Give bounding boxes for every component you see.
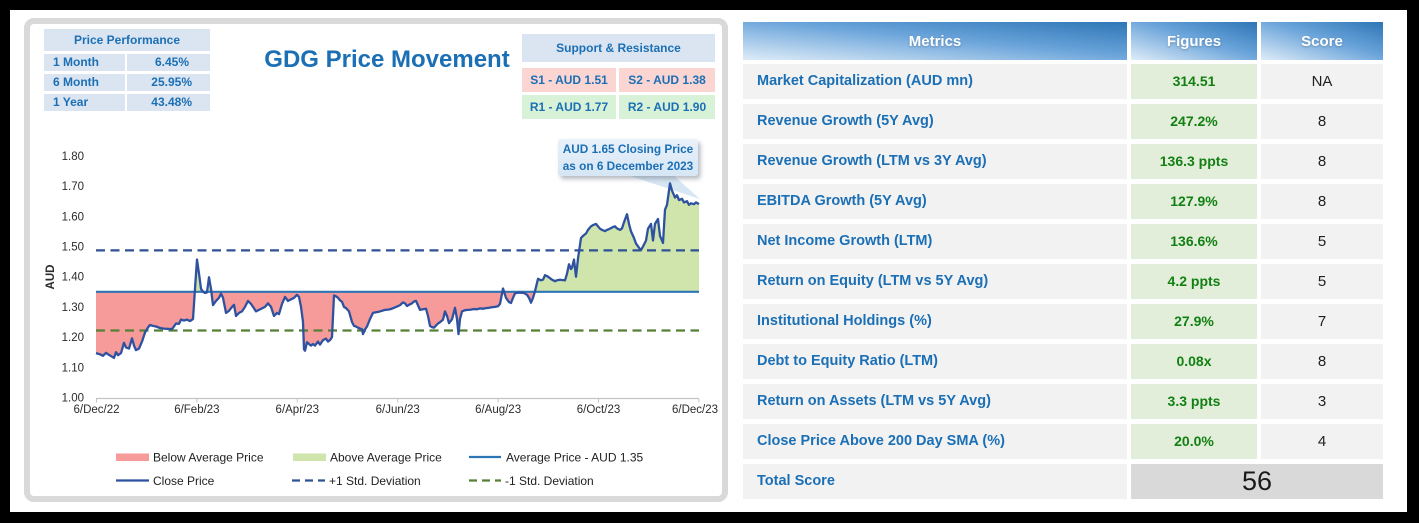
svg-text:1.40: 1.40 <box>62 272 84 284</box>
svg-text:1.00: 1.00 <box>62 393 84 405</box>
svg-text:6/Oct/23: 6/Oct/23 <box>577 404 620 416</box>
svg-text:6/Jun/23: 6/Jun/23 <box>376 404 420 416</box>
svg-text:Average Price - AUD 1.35: Average Price - AUD 1.35 <box>506 451 644 465</box>
svg-text:1.60: 1.60 <box>62 211 84 223</box>
svg-text:1.10: 1.10 <box>62 362 84 374</box>
svg-text:6/Aug/23: 6/Aug/23 <box>475 404 521 416</box>
svg-text:Close Price: Close Price <box>153 474 215 488</box>
svg-text:6/Feb/23: 6/Feb/23 <box>174 404 219 416</box>
svg-text:Above Average Price: Above Average Price <box>330 451 442 465</box>
svg-text:1.70: 1.70 <box>62 181 84 193</box>
svg-text:1.80: 1.80 <box>62 151 84 163</box>
svg-text:Below Average Price: Below Average Price <box>153 451 264 465</box>
svg-text:6/Apr/23: 6/Apr/23 <box>276 404 319 416</box>
svg-text:1.30: 1.30 <box>62 302 84 314</box>
svg-text:1.50: 1.50 <box>62 242 84 254</box>
svg-text:AUD: AUD <box>45 265 57 290</box>
svg-text:6/Dec/23: 6/Dec/23 <box>672 404 718 416</box>
svg-text:1.20: 1.20 <box>62 332 84 344</box>
svg-text:6/Dec/22: 6/Dec/22 <box>73 404 119 416</box>
svg-text:+1 Std. Deviation: +1 Std. Deviation <box>329 474 421 488</box>
svg-text:-1 Std. Deviation: -1 Std. Deviation <box>505 474 594 488</box>
